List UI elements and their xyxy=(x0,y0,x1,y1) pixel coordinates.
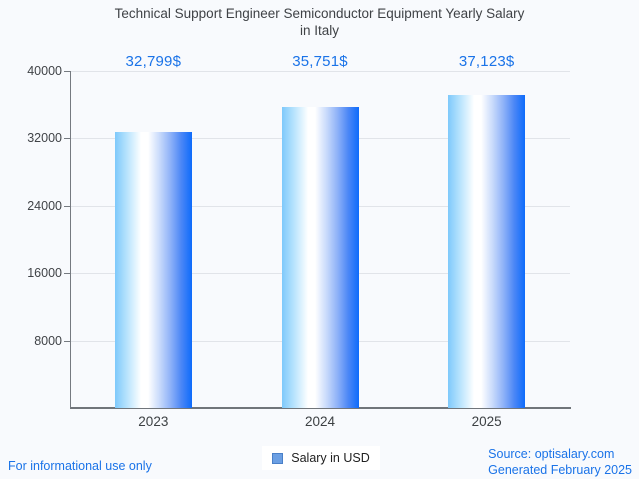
y-tick-mark-32000 xyxy=(64,138,70,140)
attribution-block: Source: optisalary.com Generated Februar… xyxy=(488,446,632,478)
y-tick-label-24000: 24000 xyxy=(27,198,62,213)
x-tick-label-2024: 2024 xyxy=(304,414,336,429)
x-tick-label-2025: 2025 xyxy=(471,414,502,429)
y-tick-mark-8000 xyxy=(64,340,70,342)
y-tick-label-40000: 40000 xyxy=(27,64,62,78)
x-axis-line xyxy=(70,407,571,409)
disclaimer-text: For informational use only xyxy=(8,459,152,473)
y-tick-mark-24000 xyxy=(64,205,70,207)
y-tick-label-32000: 32000 xyxy=(27,131,62,146)
y-tick-mark-40000 xyxy=(64,71,70,72)
x-tick-label-2023: 2023 xyxy=(138,414,169,429)
y-tick-label-8000: 8000 xyxy=(34,333,62,348)
value-label-2023: 32,799$ xyxy=(125,53,182,70)
chart-legend: Salary in USD xyxy=(262,446,380,470)
value-label-2025: 37,123$ xyxy=(458,53,515,70)
legend-square-icon xyxy=(272,452,284,464)
generated-date: Generated February 2025 xyxy=(488,463,632,477)
y-axis-line xyxy=(70,71,71,408)
bar-2025 xyxy=(448,95,526,408)
chart-title: Technical Support Engineer Semiconductor… xyxy=(0,5,639,39)
chart-title-line1: Technical Support Engineer Semiconductor… xyxy=(114,6,525,21)
bar-2023 xyxy=(114,131,192,408)
y-tick-mark-16000 xyxy=(64,273,70,275)
gridline-40000 xyxy=(70,71,570,72)
chart-title-line2: in Italy xyxy=(299,23,340,38)
value-label-2024: 35,751$ xyxy=(292,53,348,70)
y-tick-label-16000: 16000 xyxy=(27,266,62,281)
bar-2024 xyxy=(281,106,359,408)
source-link[interactable]: Source: optisalary.com xyxy=(488,447,615,461)
legend-label: Salary in USD xyxy=(291,451,370,465)
